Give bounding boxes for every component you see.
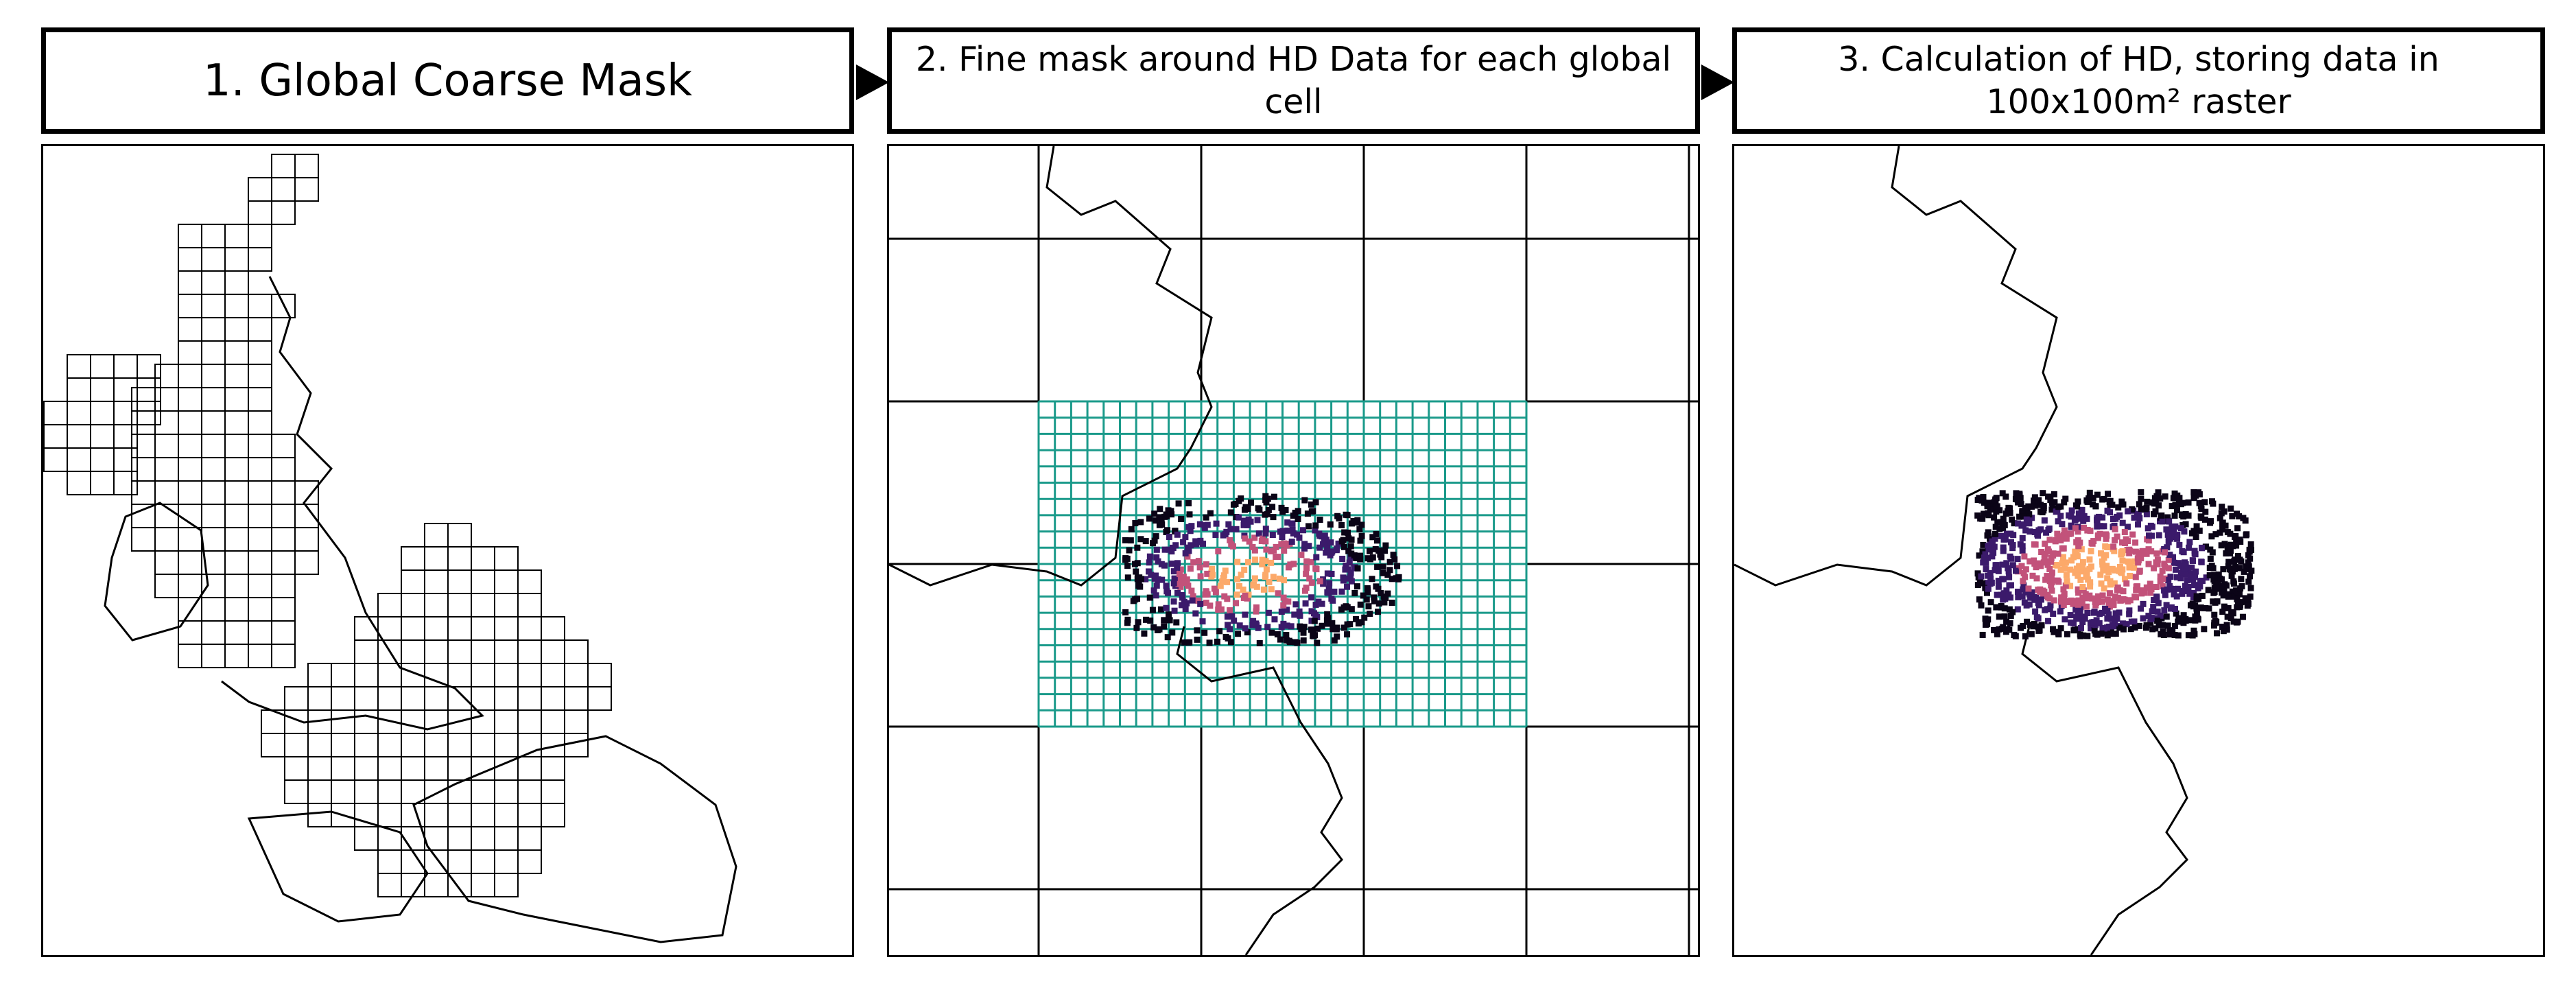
arrow-right-icon <box>1701 64 1734 100</box>
hd-raster-panel <box>1732 144 2545 957</box>
hd-raster-map <box>1734 146 2255 955</box>
border-line <box>889 146 1343 955</box>
fine-mask-map <box>889 146 1698 955</box>
arrow-right-icon <box>856 64 889 100</box>
border-line <box>1734 146 2188 955</box>
step-3-header: 3. Calculation of HD, storing data in 10… <box>1732 27 2545 134</box>
coarse-mask-panel <box>41 144 854 957</box>
step-2-header: 2. Fine mask around HD Data for each glo… <box>887 27 1700 134</box>
step-2-label: 2. Fine mask around HD Data for each glo… <box>915 40 1672 121</box>
step-1-header: 1. Global Coarse Mask <box>41 27 854 134</box>
step-1-label: 1. Global Coarse Mask <box>202 55 693 106</box>
coastline <box>104 276 737 943</box>
coarse-cell-lines <box>889 146 1698 955</box>
fine-mask-panel <box>887 144 1700 957</box>
step-3-label: 3. Calculation of HD, storing data in 10… <box>1838 40 2439 121</box>
coarse-mask-map <box>43 154 737 943</box>
hd-raster <box>1974 489 2255 639</box>
coarse-grid <box>43 154 612 897</box>
fine-grid <box>1037 400 1528 728</box>
density-cluster <box>1122 493 1402 646</box>
